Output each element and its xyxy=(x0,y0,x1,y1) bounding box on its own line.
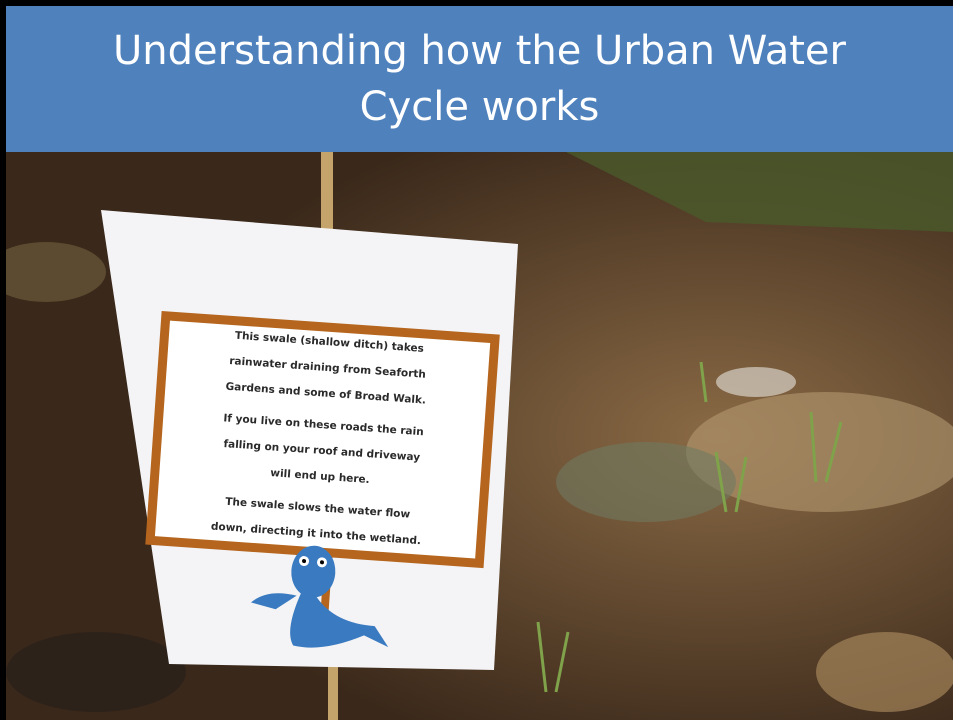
slide: Understanding how the Urban Water Cycle … xyxy=(6,6,953,720)
title-bar: Understanding how the Urban Water Cycle … xyxy=(6,6,953,152)
slide-title: Understanding how the Urban Water Cycle … xyxy=(70,23,890,135)
sign-frame xyxy=(150,316,495,563)
photo: This swale (shallow ditch) takesrainwate… xyxy=(6,152,953,720)
page: Understanding how the Urban Water Cycle … xyxy=(0,0,953,720)
